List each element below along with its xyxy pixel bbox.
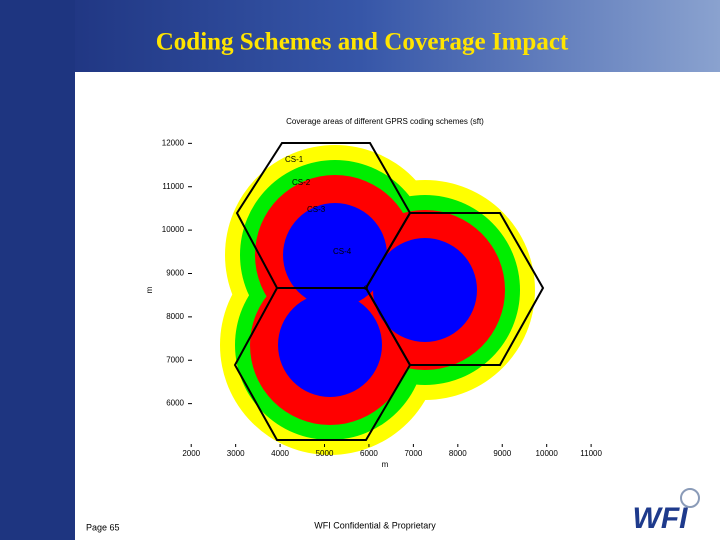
x-tick-label: 8000 bbox=[449, 449, 467, 458]
x-tick-label: 9000 bbox=[493, 449, 511, 458]
left-stripe bbox=[0, 0, 75, 540]
page-number: Page 65 bbox=[86, 522, 120, 532]
y-tick-label: 8000 bbox=[166, 312, 184, 321]
x-axis-label: m bbox=[382, 460, 389, 469]
y-tick-label: 6000 bbox=[166, 399, 184, 408]
coverage-lobe bbox=[373, 238, 477, 342]
coverage-lobe bbox=[283, 203, 387, 307]
logo-globe bbox=[680, 488, 700, 508]
site-label: o bbox=[364, 283, 369, 292]
region-label: CS-1 bbox=[285, 155, 304, 164]
y-tick-label: 9000 bbox=[166, 269, 184, 278]
coverage-areas bbox=[220, 145, 535, 455]
slide-title: Coding Schemes and Coverage Impact bbox=[156, 29, 569, 56]
cell-hexagons bbox=[233, 142, 545, 441]
x-tick-label: 11000 bbox=[580, 449, 602, 458]
confidential-note: WFI Confidential & Proprietary bbox=[314, 520, 436, 530]
hexagon bbox=[233, 287, 412, 441]
y-tick-label: 12000 bbox=[162, 138, 185, 147]
logo: WFI bbox=[633, 502, 689, 535]
y-tick-label: 10000 bbox=[162, 225, 185, 234]
banner bbox=[0, 0, 720, 72]
x-tick-label: 10000 bbox=[536, 449, 559, 458]
region-label: CS-4 bbox=[333, 247, 352, 256]
x-tick-label: 2000 bbox=[182, 449, 200, 458]
chart-title: Coverage areas of different GPRS coding … bbox=[286, 117, 484, 126]
coverage-lobe bbox=[278, 293, 382, 397]
region-label: CS-3 bbox=[307, 205, 326, 214]
y-axis-label: m bbox=[145, 286, 154, 293]
x-tick-label: 4000 bbox=[271, 449, 289, 458]
x-tick-label: 3000 bbox=[227, 449, 245, 458]
y-tick-label: 11000 bbox=[162, 182, 184, 191]
x-tick-label: 6000 bbox=[360, 449, 378, 458]
y-tick-label: 7000 bbox=[166, 355, 184, 364]
x-tick-label: 7000 bbox=[404, 449, 422, 458]
x-tick-label: 5000 bbox=[316, 449, 334, 458]
region-label: CS-2 bbox=[292, 178, 311, 187]
